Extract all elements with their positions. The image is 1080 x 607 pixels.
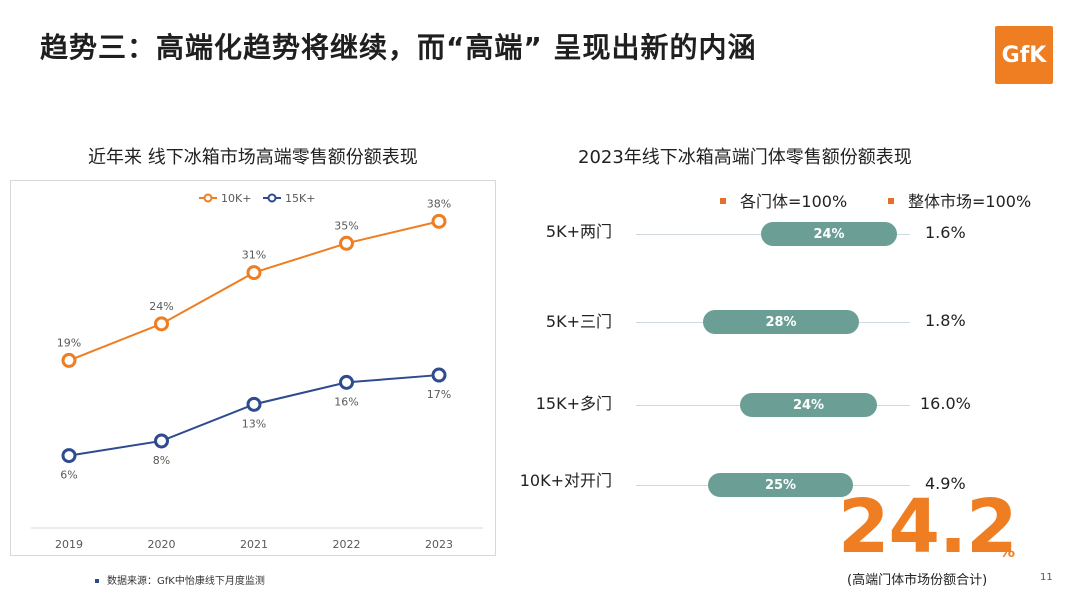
legend-label: 15K+: [285, 192, 315, 205]
share-pill: 28%: [703, 310, 859, 334]
line-chart-svg: 2019 2020 2021 2022 2023 10K+ 15K+ 19% 24% 31% 35%…: [31, 192, 483, 551]
market-share-value: 1.8%: [925, 311, 966, 330]
x-tick-label: 2021: [240, 538, 268, 551]
data-point: [61, 448, 77, 464]
series-line-10kplus: [68, 220, 440, 362]
data-point: [431, 213, 447, 229]
page-title: 趋势三：高端化趋势将继续，而“高端” 呈现出新的内涵: [40, 31, 757, 64]
data-label: 13%: [242, 417, 266, 430]
data-point: [339, 235, 354, 251]
category-label: 15K+多门: [535, 394, 612, 413]
share-pill: 25%: [708, 473, 853, 497]
bullet-icon: [95, 579, 99, 583]
legend-label-door: 各门体=100%: [740, 192, 848, 211]
data-label: 24%: [149, 300, 173, 313]
data-label: 6%: [60, 469, 77, 482]
market-share-value: 16.0%: [920, 394, 971, 413]
data-label: 19%: [57, 336, 81, 349]
summary-value: 24.2: [838, 484, 1018, 570]
page-number: 11: [1040, 572, 1053, 583]
data-label: 17%: [427, 388, 451, 401]
legend-item-market: 整体市场=100%: [888, 188, 1031, 212]
legend-marker: [203, 193, 213, 203]
legend-square-icon: [888, 197, 894, 204]
line-chart-title: 近年来 线下冰箱市场高端零售额份额表现: [88, 147, 418, 168]
share-pill: 24%: [740, 393, 877, 417]
series-line-15kplus: [68, 374, 440, 457]
share-pill: 24%: [761, 222, 897, 246]
legend-marker: [267, 193, 277, 203]
summary-unit: %: [999, 542, 1016, 561]
line-chart: 2019 2020 2021 2022 2023 10K+ 15K+ 19% 24% 31% 35%…: [10, 180, 496, 556]
data-point: [339, 374, 354, 390]
bar-chart-title: 2023年线下冰箱高端门体零售额份额表现: [578, 147, 912, 168]
legend-item-door: 各门体=100%: [720, 188, 847, 212]
x-tick-label: 2020: [148, 538, 176, 551]
category-label: 5K+两门: [545, 222, 612, 241]
data-label: 35%: [334, 219, 358, 232]
legend-square-icon: [720, 197, 726, 204]
data-label: 16%: [334, 395, 358, 408]
data-point: [431, 367, 447, 383]
category-label: 10K+对开门: [519, 471, 612, 490]
data-source: 数据来源：GfK中怡康线下月度监测: [95, 572, 265, 587]
data-label: 38%: [427, 197, 451, 210]
gfk-logo: GfK: [995, 26, 1053, 84]
data-source-text: 数据来源：GfK中怡康线下月度监测: [107, 576, 265, 587]
summary-caption: (高端门体市场份额合计): [847, 573, 988, 588]
data-point: [246, 265, 262, 281]
legend-label-market: 整体市场=100%: [908, 192, 1032, 211]
x-tick-label: 2023: [425, 538, 453, 551]
data-point: [154, 316, 169, 332]
x-tick-label: 2019: [55, 538, 83, 551]
data-point: [61, 352, 77, 368]
category-label: 5K+三门: [545, 312, 612, 331]
data-label: 8%: [153, 454, 170, 467]
x-tick-label: 2022: [333, 538, 361, 551]
data-label: 31%: [242, 249, 266, 262]
market-share-value: 1.6%: [925, 223, 966, 242]
legend-label: 10K+: [221, 192, 251, 205]
market-share-value: 4.9%: [925, 474, 966, 493]
data-point: [246, 396, 262, 412]
data-point: [154, 433, 169, 449]
